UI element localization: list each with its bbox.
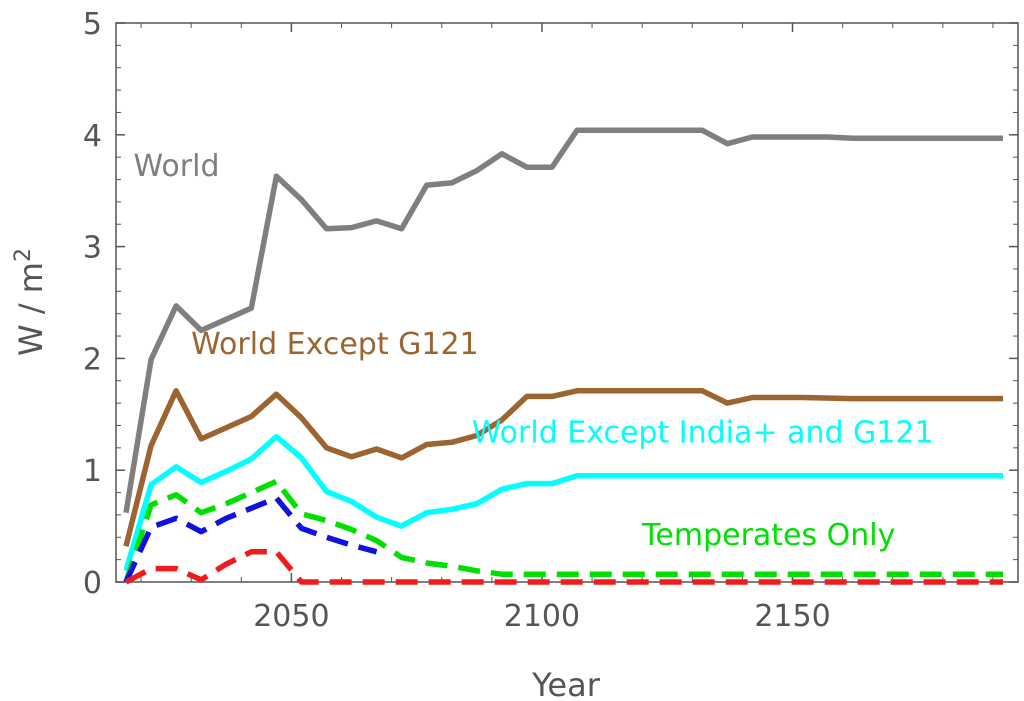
series-line-temperates-only — [123, 478, 1003, 583]
y-tick-label: 4 — [83, 119, 102, 154]
series-label-world-except-g121: World Except G121 — [191, 327, 479, 362]
x-tick-label: 2100 — [504, 599, 580, 634]
x-tick-label: 2150 — [754, 599, 830, 634]
y-tick-label: 2 — [83, 342, 102, 377]
series-label-world-except-india-and-g121: World Except India+ and G121 — [472, 415, 934, 450]
series-line-world-except-g121 — [123, 388, 1003, 547]
x-axis-title: Year — [531, 666, 601, 701]
series-line-red-series — [124, 549, 1003, 585]
y-axis: 0 1 2 3 4 5 — [83, 7, 1018, 601]
series-lines — [123, 127, 1003, 585]
series-label-temperates-only: Temperates Only — [641, 518, 895, 553]
x-axis: 2050 2100 2150 — [140, 23, 994, 634]
series-line-world — [123, 127, 1003, 514]
series-labels: World World Except G121 World Except India… — [134, 149, 934, 553]
y-tick-label: 5 — [83, 7, 102, 42]
y-axis-title-main: W / m — [12, 262, 50, 356]
y-axis-title-superscript: 2 — [11, 248, 36, 262]
x-tick-label: 2050 — [253, 599, 329, 634]
y-axis-title: W / m2 — [11, 248, 50, 356]
y-tick-label: 1 — [83, 454, 102, 489]
series-line-world-except-india-and-g121 — [123, 433, 1003, 572]
y-tick-label: 0 — [83, 566, 102, 601]
series-line-blue-series — [123, 495, 378, 584]
y-tick-label: 3 — [83, 231, 102, 266]
series-label-world: World — [134, 149, 220, 184]
